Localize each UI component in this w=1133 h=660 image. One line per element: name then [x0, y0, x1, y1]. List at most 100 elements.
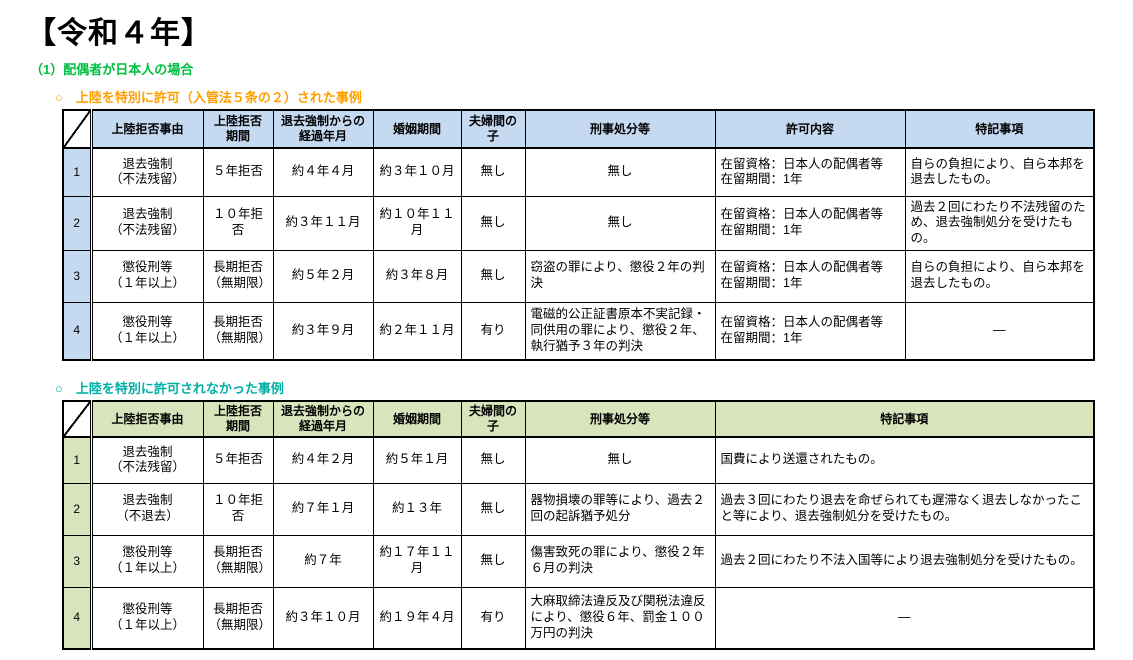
table-cell: １０年拒否 [202, 195, 274, 251]
table-cell: ― [904, 301, 1095, 361]
table-cell: 大麻取締法違反及び関税法違反により、懲役６年、罰金１００万円の判決 [524, 586, 716, 650]
table-cell: 約５年１月 [372, 436, 462, 484]
corner-cell [62, 400, 93, 438]
table-cell: ５年拒否 [202, 436, 274, 484]
denied-cases-heading: ○ 上陸を特別に許可されなかった事例 [55, 381, 284, 396]
table-cell: 器物損壊の罪等により、過去２回の起訴猶予処分 [524, 482, 716, 536]
table-cell: 在留資格：日本人の配偶者等 在留期間：1年 [714, 249, 906, 303]
table-cell: 在留資格：日本人の配偶者等 在留期間：1年 [714, 147, 906, 197]
table-cell: 過去２回にわたり不法入国等により退去強制処分を受けたもの。 [714, 534, 1095, 588]
table-cell: 無し [460, 195, 526, 251]
table-cell: 約４年４月 [272, 147, 374, 197]
page-title: 【令和４年】 [26, 17, 212, 50]
row-number: 4 [62, 586, 93, 650]
table-cell: 懲役刑等 （１年以上） [90, 249, 204, 303]
table-cell: 自らの負担により、自ら本邦を退去したもの。 [904, 147, 1095, 197]
table-row: 4 懲役刑等 （１年以上） 長期拒否 （無期限） 約３年１０月 約１９年４月 有… [62, 586, 1095, 650]
table-cell: 長期拒否 （無期限） [202, 249, 274, 303]
row-number: 4 [62, 301, 93, 361]
table-cell: 約１９年４月 [372, 586, 462, 650]
table-cell: 過去２回にわたり不法残留のため、退去強制処分を受けたもの。 [904, 195, 1095, 251]
table-row: 3 懲役刑等 （１年以上） 長期拒否 （無期限） 約７年 約１７年１１月 無し … [62, 534, 1095, 588]
column-header: 夫婦間の子 [460, 109, 526, 149]
table-cell: 国費により送還されたもの。 [714, 436, 1095, 484]
table-cell: 約３年８月 [372, 249, 462, 303]
table-row: 4 懲役刑等 （１年以上） 長期拒否 （無期限） 約３年９月 約２年１１月 有り… [62, 301, 1095, 361]
table-cell: 懲役刑等 （１年以上） [90, 534, 204, 588]
table-row: 1 退去強制 （不法残留） ５年拒否 約４年４月 約３年１０月 無し 無し 在留… [62, 147, 1095, 197]
table-cell: 約３年９月 [272, 301, 374, 361]
diagonal-line-icon [64, 111, 88, 146]
table-cell: 約１０年１１月 [372, 195, 462, 251]
permitted-cases-table: 上陸拒否事由 上陸拒否期間 退去強制からの 経過年月 婚姻期間 夫婦間の子 刑事… [62, 109, 1095, 361]
table-cell: 約３年１０月 [272, 586, 374, 650]
table-cell: 懲役刑等 （１年以上） [90, 301, 204, 361]
table-cell: 無し [460, 534, 526, 588]
table-header-row: 上陸拒否事由 上陸拒否期間 退去強制からの 経過年月 婚姻期間 夫婦間の子 刑事… [62, 400, 1095, 438]
table-cell: 長期拒否 （無期限） [202, 534, 274, 588]
table-row: 1 退去強制 （不法残留） ５年拒否 約４年２月 約５年１月 無し 無し 国費に… [62, 436, 1095, 484]
table-cell: 退去強制 （不退去） [90, 482, 204, 536]
column-header: 上陸拒否事由 [90, 109, 204, 149]
table-cell: 在留資格：日本人の配偶者等 在留期間：1年 [714, 195, 906, 251]
column-header: 婚姻期間 [372, 400, 462, 438]
table-cell: 懲役刑等 （１年以上） [90, 586, 204, 650]
case-category-subtitle: （1）配偶者が日本人の場合 [30, 62, 194, 77]
table-cell: 退去強制 （不法残留） [90, 436, 204, 484]
table-cell: ― [714, 586, 1095, 650]
column-header: 特記事項 [904, 109, 1095, 149]
row-number: 3 [62, 249, 93, 303]
row-number: 1 [62, 147, 93, 197]
table-cell: 無し [460, 249, 526, 303]
column-header: 上陸拒否期間 [202, 400, 274, 438]
denied-cases-table: 上陸拒否事由 上陸拒否期間 退去強制からの 経過年月 婚姻期間 夫婦間の子 刑事… [62, 400, 1095, 650]
table-cell: 約３年１１月 [272, 195, 374, 251]
table-cell: 約７年 [272, 534, 374, 588]
table-cell: 自らの負担により、自ら本邦を退去したもの。 [904, 249, 1095, 303]
column-header: 夫婦間の子 [460, 400, 526, 438]
table-cell: 約１７年１１月 [372, 534, 462, 588]
table-cell: 窃盗の罪により、懲役２年の判決 [524, 249, 716, 303]
row-number: 2 [62, 195, 93, 251]
table-cell: 約５年２月 [272, 249, 374, 303]
table-cell: 退去強制 （不法残留） [90, 147, 204, 197]
row-number: 3 [62, 534, 93, 588]
table-cell: ５年拒否 [202, 147, 274, 197]
table-cell: 有り [460, 586, 526, 650]
table-cell: 無し [524, 436, 716, 484]
column-header: 婚姻期間 [372, 109, 462, 149]
table-cell: 傷害致死の罪により、懲役２年６月の判決 [524, 534, 716, 588]
table-header-row: 上陸拒否事由 上陸拒否期間 退去強制からの 経過年月 婚姻期間 夫婦間の子 刑事… [62, 109, 1095, 149]
diagonal-line-icon [64, 402, 88, 435]
table-cell: 約１３年 [372, 482, 462, 536]
table-cell: 退去強制 （不法残留） [90, 195, 204, 251]
row-number: 2 [62, 482, 93, 536]
table-row: 2 退去強制 （不退去） １０年拒否 約７年１月 約１３年 無し 器物損壊の罪等… [62, 482, 1095, 536]
table-cell: 電磁的公正証書原本不実記録・同供用の罪により、懲役２年、執行猶予３年の判決 [524, 301, 716, 361]
table-cell: 長期拒否 （無期限） [202, 586, 274, 650]
permitted-cases-heading: ○ 上陸を特別に許可（入管法５条の２）された事例 [55, 90, 362, 105]
table-cell: 無し [460, 436, 526, 484]
table-cell: 約７年１月 [272, 482, 374, 536]
table-cell: 約２年１１月 [372, 301, 462, 361]
table-cell: 無し [524, 195, 716, 251]
table-cell: 約３年１０月 [372, 147, 462, 197]
column-header: 退去強制からの 経過年月 [272, 400, 374, 438]
corner-cell [62, 109, 93, 149]
row-number: 1 [62, 436, 93, 484]
column-header: 上陸拒否事由 [90, 400, 204, 438]
table-cell: 長期拒否 （無期限） [202, 301, 274, 361]
column-header: 刑事処分等 [524, 400, 716, 438]
table-cell: 約４年２月 [272, 436, 374, 484]
column-header: 退去強制からの 経過年月 [272, 109, 374, 149]
column-header: 刑事処分等 [524, 109, 716, 149]
column-header: 上陸拒否期間 [202, 109, 274, 149]
table-cell: 過去３回にわたり退去を命ぜられても遅滞なく退去しなかったこと等により、退去強制処… [714, 482, 1095, 536]
table-cell: 無し [460, 147, 526, 197]
table-cell: 無し [524, 147, 716, 197]
table-cell: 無し [460, 482, 526, 536]
table-cell: 在留資格：日本人の配偶者等 在留期間：1年 [714, 301, 906, 361]
column-header: 許可内容 [714, 109, 906, 149]
table-cell: 有り [460, 301, 526, 361]
table-cell: １０年拒否 [202, 482, 274, 536]
